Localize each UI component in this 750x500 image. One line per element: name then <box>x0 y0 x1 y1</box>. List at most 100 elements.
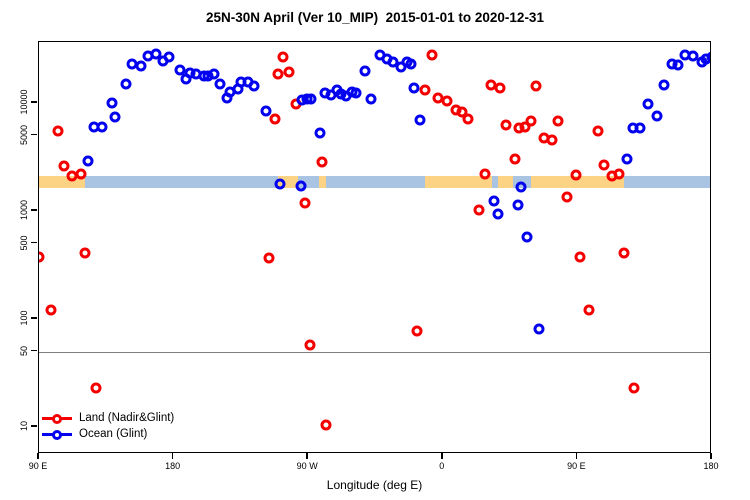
y-tick-mark <box>31 425 37 427</box>
threshold-line <box>39 351 710 353</box>
x-tick-mark <box>37 453 39 459</box>
legend-symbol-land-icon <box>42 410 72 426</box>
data-point-ocean <box>672 59 684 71</box>
x-tick-label: 0 <box>439 461 445 471</box>
data-point-ocean <box>120 78 132 90</box>
coast-band-segment-land <box>498 176 514 189</box>
y-tick-mark <box>31 133 37 136</box>
data-point-ocean <box>492 208 504 220</box>
x-tick-label: 180 <box>165 461 181 471</box>
x-tick-label: 180 <box>703 461 719 471</box>
data-point-ocean <box>248 80 260 92</box>
coast-band-segment-ocean <box>623 176 710 189</box>
y-tick-label: 5000 <box>19 124 29 145</box>
x-tick-label: 90 W <box>296 461 318 471</box>
data-point-ocean <box>651 110 663 122</box>
data-point-land <box>79 247 91 259</box>
data-point-ocean <box>295 180 307 192</box>
y-tick-mark <box>31 317 37 319</box>
coast-band-segment-land <box>278 176 298 189</box>
y-tick-label: 500 <box>19 234 29 251</box>
data-point-ocean <box>274 178 286 190</box>
data-point-land <box>570 169 582 181</box>
data-point-land <box>628 382 640 394</box>
coast-band-segment-land <box>318 176 327 189</box>
data-point-land <box>613 168 625 180</box>
data-point-ocean <box>533 323 544 335</box>
coast-band-segment-ocean <box>492 176 499 189</box>
data-point-land <box>45 304 57 316</box>
data-point-ocean <box>634 122 646 134</box>
data-point-ocean <box>405 58 417 70</box>
data-point-ocean <box>314 127 326 139</box>
data-point-ocean <box>387 56 399 68</box>
data-point-land <box>263 252 275 264</box>
y-tick-mark <box>31 209 37 211</box>
data-point-land <box>479 168 491 180</box>
x-tick-label: 90 E <box>28 461 48 471</box>
y-tick-mark <box>31 101 37 103</box>
y-tick-label: 100 <box>19 310 29 326</box>
data-point-ocean <box>96 121 108 133</box>
data-point-ocean <box>260 105 272 117</box>
data-point-ocean <box>414 114 426 126</box>
data-point-ocean <box>106 97 118 109</box>
data-point-land <box>583 304 595 316</box>
data-point-ocean <box>512 199 524 211</box>
legend-symbol-ocean-icon <box>42 426 72 442</box>
data-point-ocean <box>521 231 533 243</box>
data-point-land <box>519 121 531 133</box>
data-point-land <box>283 66 295 78</box>
data-point-ocean <box>305 93 317 105</box>
data-point-ocean <box>706 51 710 63</box>
x-tick-mark <box>575 453 578 459</box>
data-point-land <box>316 156 328 168</box>
data-point-land <box>272 68 284 80</box>
data-point-ocean <box>174 64 186 76</box>
legend-label: Ocean (Glint) <box>79 428 148 440</box>
data-point-ocean <box>163 51 175 63</box>
y-tick-mark <box>31 241 37 244</box>
legend-circle <box>52 413 62 424</box>
data-point-ocean <box>621 153 633 165</box>
coast-band-segment-ocean <box>326 176 425 189</box>
data-point-ocean <box>687 50 699 62</box>
legend: Land (Nadir&Glint) Ocean (Glint) <box>42 410 174 442</box>
data-point-ocean <box>359 65 371 77</box>
data-point-land <box>574 251 586 263</box>
data-point-land <box>411 325 423 337</box>
data-point-ocean <box>150 48 162 60</box>
data-point-land <box>525 115 537 127</box>
data-point-ocean <box>658 79 670 91</box>
legend-item-ocean: Ocean (Glint) <box>42 426 174 442</box>
data-point-ocean <box>642 98 654 110</box>
data-point-land <box>456 106 468 118</box>
x-axis-title: Longitude (deg E) <box>326 478 423 492</box>
data-point-land <box>546 134 558 146</box>
coast-band-segment-land <box>424 176 493 189</box>
data-point-land <box>462 113 474 125</box>
x-tick-mark <box>441 453 443 459</box>
x-tick-label: 90 E <box>567 461 586 471</box>
data-point-land <box>441 95 453 107</box>
data-point-land <box>530 80 542 92</box>
data-point-ocean <box>135 60 147 72</box>
legend-item-land: Land (Nadir&Glint) <box>42 410 174 426</box>
x-tick-mark <box>306 453 308 459</box>
data-point-land <box>304 339 316 351</box>
data-point-land <box>509 153 521 165</box>
data-point-ocean <box>82 155 94 167</box>
data-point-land <box>299 197 311 209</box>
coast-band-segment-ocean <box>297 176 319 189</box>
coast-band-segment-land <box>39 176 86 189</box>
data-point-land <box>52 125 64 137</box>
coast-band-segment-land <box>531 176 624 189</box>
data-point-ocean <box>488 195 500 207</box>
data-point-ocean <box>350 87 362 99</box>
data-point-land <box>90 382 102 394</box>
chart-title: 25N-30N April (Ver 10_MIP) 2015-01-01 to… <box>206 10 544 25</box>
data-point-land <box>58 160 70 172</box>
x-tick-mark <box>710 453 712 459</box>
data-point-land <box>473 204 485 216</box>
